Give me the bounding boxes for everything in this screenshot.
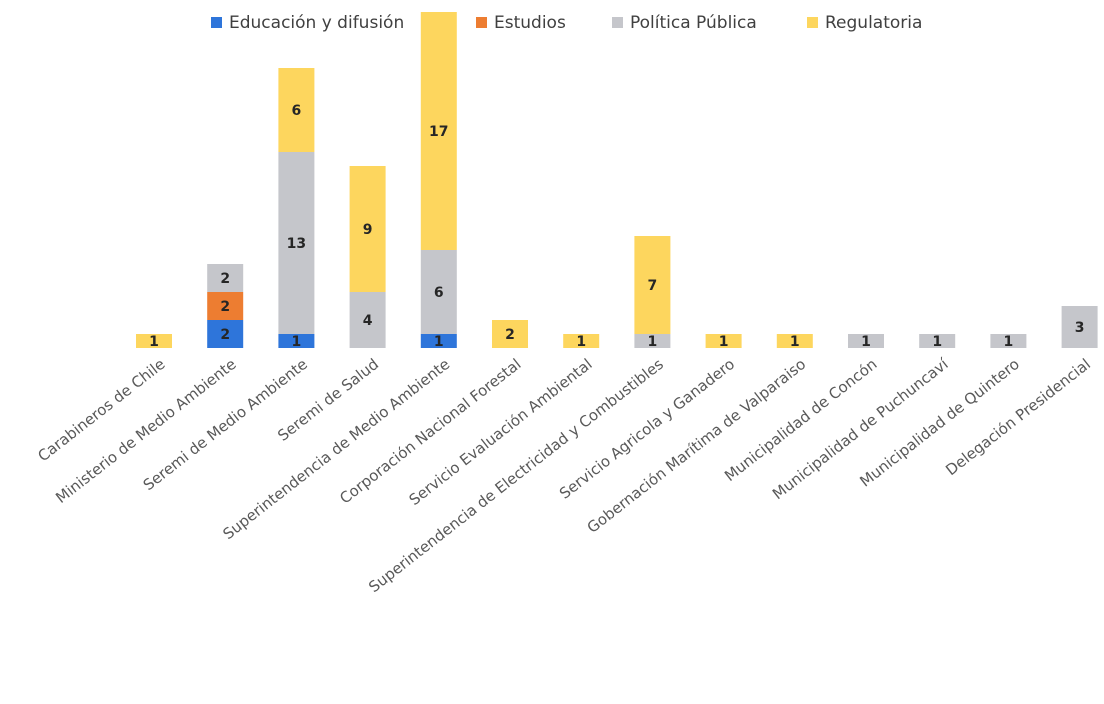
data-label-seremi-de-medio-ambiente-politica-publica: 13 [287,236,306,252]
data-label-municipalidad-de-puchuncavi-politica-publica: 1 [932,334,942,350]
data-label-servicio-agricola-y-ganadero-regulatoria: 1 [719,334,729,350]
bar-segment-seremi-de-medio-ambiente-politica-publica [278,152,315,334]
category-label-delegacion-presidencial: Delegación Presidencial [942,355,1094,479]
bar-segment-seremi-de-salud-politica-publica [349,292,386,348]
data-label-gobernacion-maritima-de-valparaiso-regulatoria: 1 [790,334,800,350]
data-label-ministerio-de-medio-ambiente-estudios: 2 [220,299,230,315]
bar-segment-seremi-de-medio-ambiente-educacion-y-difusion [278,334,315,348]
data-label-seremi-de-medio-ambiente-regulatoria: 6 [292,103,302,119]
legend-swatch-regulatoria [807,17,818,28]
legend-label-regulatoria: Regulatoria [825,13,922,33]
data-label-corporacion-nacional-forestal-regulatoria: 2 [505,327,515,343]
legend-swatch-estudios [476,17,487,28]
bar-segment-servicio-agricola-y-ganadero-regulatoria [705,334,742,348]
bar-segment-seremi-de-salud-regulatoria [349,166,386,292]
legend-swatch-politica-publica [612,17,623,28]
data-label-superintendencia-de-medio-ambiente-educacion-y-difusion: 1 [434,334,444,350]
bar-segment-ministerio-de-medio-ambiente-politica-publica [207,264,244,292]
data-label-superintendencia-de-medio-ambiente-regulatoria: 17 [429,124,448,140]
bar-segment-superintendencia-de-medio-ambiente-educacion-y-difusion [420,334,457,348]
bar-segment-corporacion-nacional-forestal-regulatoria [492,320,528,348]
bar-segment-superintendencia-de-electricidad-y-combustibles-regulatoria [634,236,671,334]
data-label-superintendencia-de-medio-ambiente-politica-publica: 6 [434,285,444,301]
bar-segment-municipalidad-de-concon-politica-publica [848,334,884,348]
legend: Educación y difusión Estudios Política Púb… [211,13,922,33]
bar-segment-seremi-de-medio-ambiente-regulatoria [278,68,315,152]
data-label-ministerio-de-medio-ambiente-politica-publica: 2 [220,271,230,287]
data-label-seremi-de-salud-politica-publica: 4 [363,313,373,329]
legend-label-politica-publica: Política Pública [630,13,757,33]
category-label-carabineros-de-chile: Carabineros de Chile [34,355,168,465]
data-label-municipalidad-de-concon-politica-publica: 1 [861,334,871,350]
bar-segment-gobernacion-maritima-de-valparaiso-regulatoria [776,334,813,348]
bar-segment-ministerio-de-medio-ambiente-estudios [207,292,244,320]
legend-label-educacion-y-difusion: Educación y difusión [229,13,404,33]
data-label-seremi-de-salud-regulatoria: 9 [363,222,373,238]
data-label-superintendencia-de-electricidad-y-combustibles-regulatoria: 7 [648,278,658,294]
bar-segment-superintendencia-de-electricidad-y-combustibles-politica-publica [634,334,671,348]
bar-segment-municipalidad-de-quintero-politica-publica [990,334,1027,348]
data-label-seremi-de-medio-ambiente-educacion-y-difusion: 1 [292,334,302,350]
data-label-carabineros-de-chile-regulatoria: 1 [149,334,159,350]
data-label-superintendencia-de-electricidad-y-combustibles-politica-publica: 1 [648,334,658,350]
legend-label-estudios: Estudios [494,13,566,33]
bar-segment-superintendencia-de-medio-ambiente-regulatoria [420,12,457,250]
data-label-delegacion-presidencial-politica-publica: 3 [1075,320,1085,336]
bar-segment-carabineros-de-chile-regulatoria [136,334,172,348]
bar-segment-superintendencia-de-medio-ambiente-politica-publica [420,250,457,334]
data-label-ministerio-de-medio-ambiente-educacion-y-difusion: 2 [220,327,230,343]
legend-swatch-educacion-y-difusion [211,17,222,28]
data-label-servicio-evaluacion-ambiental-regulatoria: 1 [576,334,586,350]
data-label-municipalidad-de-quintero-politica-publica: 1 [1004,334,1014,350]
bar-segment-servicio-evaluacion-ambiental-regulatoria [563,334,600,348]
bar-segment-delegacion-presidencial-politica-publica [1061,306,1098,348]
bar-segment-ministerio-de-medio-ambiente-educacion-y-difusion [207,320,244,348]
bar-segment-municipalidad-de-puchuncavi-politica-publica [919,334,956,348]
